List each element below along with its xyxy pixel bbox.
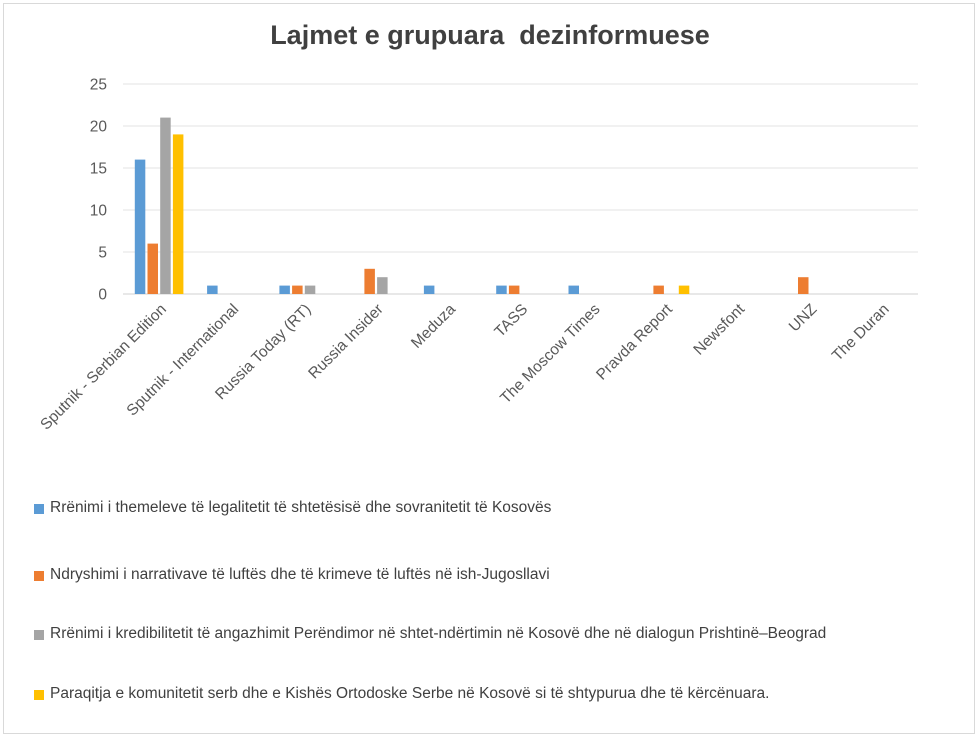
y-tick-label: 5 xyxy=(98,245,107,262)
bar[interactable] xyxy=(678,285,690,294)
bar[interactable] xyxy=(423,285,435,294)
bar[interactable] xyxy=(653,285,664,294)
bar[interactable] xyxy=(508,285,520,294)
bar[interactable] xyxy=(134,159,146,294)
legend-item[interactable]: Rrënimi i themeleve të legalitetit të sh… xyxy=(34,496,964,520)
bar[interactable] xyxy=(160,117,171,294)
bar[interactable] xyxy=(496,285,507,294)
bar[interactable] xyxy=(304,285,316,294)
bar[interactable] xyxy=(172,134,184,294)
y-tick-label: 10 xyxy=(90,203,108,220)
gridlines xyxy=(123,83,918,295)
legend-label: Paraqitja e komunitetit serb dhe e Kishë… xyxy=(50,685,770,702)
legend-label: Rrënimi i themeleve të legalitetit të sh… xyxy=(50,499,552,516)
legend-label: Rrënimi i kredibilitetit të angazhimit P… xyxy=(50,625,827,642)
legend-swatch xyxy=(34,630,44,640)
y-tick-label: 0 xyxy=(98,287,107,304)
bar[interactable] xyxy=(147,243,159,294)
bar[interactable] xyxy=(798,277,809,294)
y-tick-label: 15 xyxy=(90,161,107,178)
bar[interactable] xyxy=(568,285,580,294)
bar[interactable] xyxy=(364,268,375,294)
legend-label: Ndryshimi i narrativave të luftës dhe të… xyxy=(50,566,550,583)
y-axis-tick-labels: 0 5 10 15 20 25 xyxy=(90,77,108,304)
legend-item[interactable]: Ndryshimi i narrativave të luftës dhe të… xyxy=(34,563,964,587)
x-tick-label: Pravda Report xyxy=(593,300,676,383)
bar[interactable] xyxy=(377,277,388,294)
legend-item[interactable]: Paraqitja e komunitetit serb dhe e Kishë… xyxy=(34,682,964,706)
bar[interactable] xyxy=(279,285,290,294)
legend-item[interactable]: Rrënimi i kredibilitetit të angazhimit P… xyxy=(34,622,964,646)
legend-swatch xyxy=(34,571,44,581)
x-tick-label: TASS xyxy=(491,301,531,341)
legend-swatch xyxy=(34,690,44,700)
legend-swatch xyxy=(34,504,44,514)
x-tick-label: Meduza xyxy=(408,301,459,352)
y-tick-label: 20 xyxy=(90,119,108,136)
x-tick-label: Sputnik - Serbian Edition xyxy=(37,301,170,434)
x-tick-label: Russia Insider xyxy=(305,301,386,382)
bars xyxy=(134,117,809,294)
x-tick-label: UNZ xyxy=(786,301,821,336)
chart-title: Lajmet e grupuara dezinformuese xyxy=(270,20,710,50)
y-tick-label: 25 xyxy=(90,77,107,94)
x-tick-label: Newsfont xyxy=(690,300,748,358)
x-tick-label: The Duran xyxy=(829,301,893,365)
bar[interactable] xyxy=(207,285,218,294)
bar[interactable] xyxy=(292,285,303,294)
chart-plot: 0 5 10 15 20 25 Sputnik - Serbian EditionSput… xyxy=(37,77,918,433)
